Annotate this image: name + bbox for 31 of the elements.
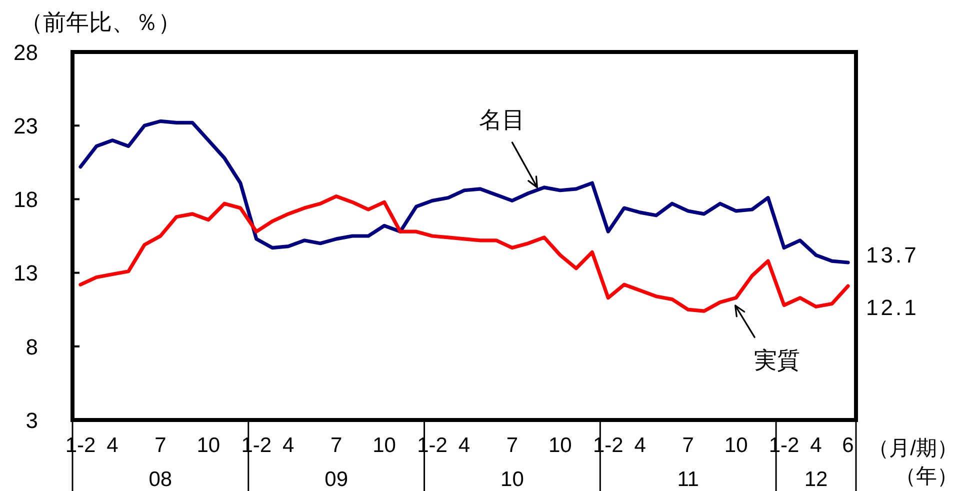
data-label: 12.1 bbox=[866, 295, 919, 320]
text: 08 bbox=[148, 468, 172, 491]
x-tick-label: 4 bbox=[282, 434, 295, 457]
x-tick-label: 4 bbox=[810, 434, 822, 457]
x-axis-title: （月/期）（年） bbox=[868, 437, 958, 488]
series-label: 実質 bbox=[754, 347, 800, 374]
x-tick-label: 4 bbox=[458, 434, 470, 457]
x-tick-label: 7 bbox=[506, 434, 518, 457]
text: 10 bbox=[500, 468, 524, 491]
y-tick-label: 28 bbox=[14, 40, 38, 65]
text: 11 bbox=[677, 468, 700, 491]
text: 名目 bbox=[479, 106, 526, 133]
y-tick-label: 13 bbox=[14, 260, 38, 286]
x-tick-label: 4 bbox=[106, 434, 119, 457]
y-tick-label: 23 bbox=[14, 114, 38, 139]
text: 12 bbox=[804, 468, 828, 491]
text: 09 bbox=[324, 468, 348, 491]
y-tick-label: 3 bbox=[26, 408, 38, 433]
x-tick-label: 10 bbox=[548, 434, 572, 457]
y-tick-label: 18 bbox=[14, 187, 38, 212]
x-tick-label: 7 bbox=[154, 434, 166, 457]
x-tick-label: 7 bbox=[330, 434, 342, 457]
y-tick-label: 8 bbox=[26, 334, 38, 360]
x-tick-label: 10 bbox=[196, 434, 220, 457]
x-tick-label: 10 bbox=[724, 434, 748, 457]
data-label: 13.7 bbox=[866, 242, 919, 268]
x-tick-label: 10 bbox=[372, 434, 396, 457]
x-tick-label: 6 bbox=[842, 434, 854, 457]
x-tick-label: 7 bbox=[682, 434, 694, 457]
x-tick-label: 4 bbox=[634, 434, 646, 457]
y-axis-title: （前年比、％） bbox=[20, 9, 181, 35]
